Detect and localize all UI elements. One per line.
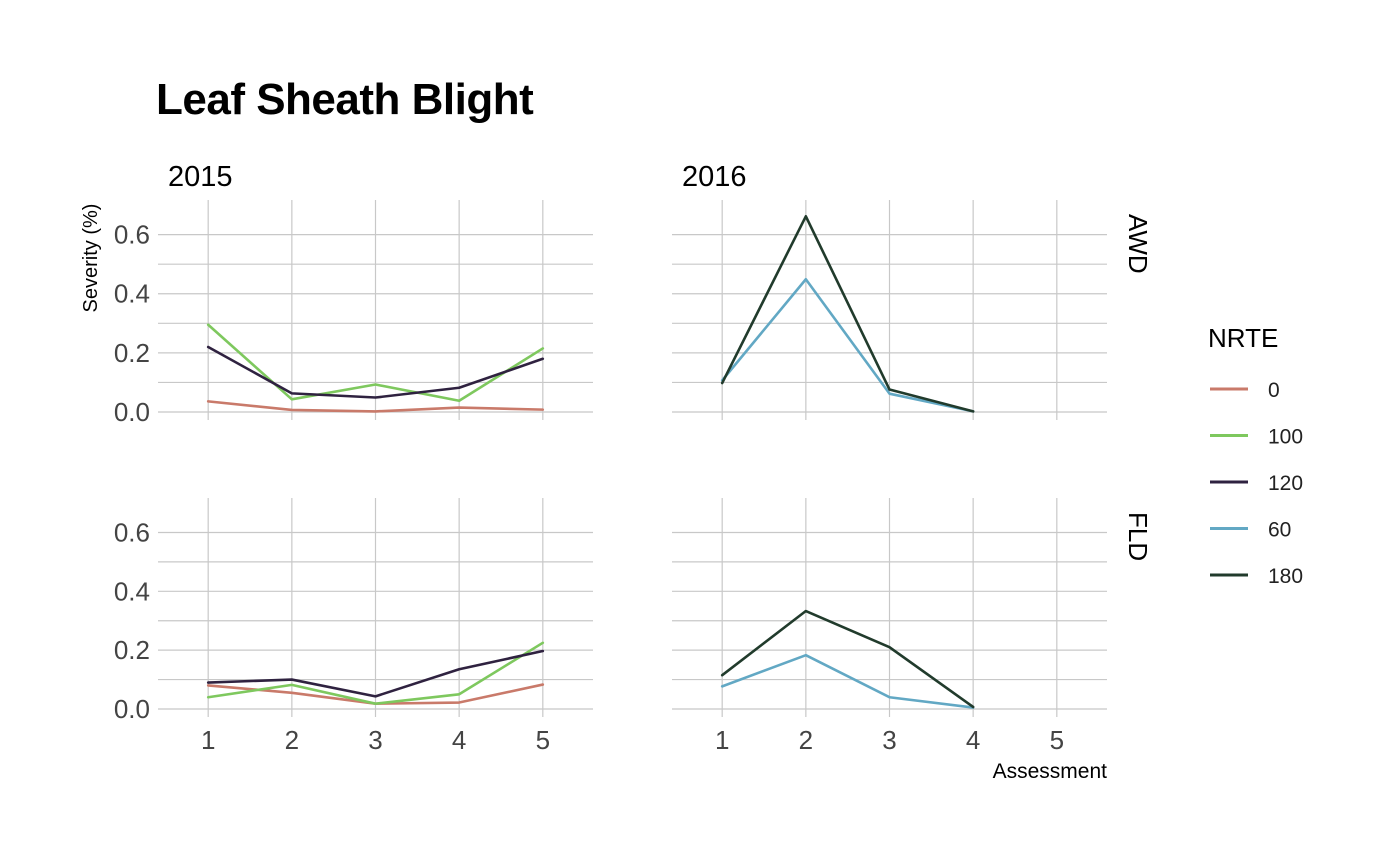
legend-item-0: 0 [1210,379,1280,402]
legend-title: NRTE [1208,323,1278,353]
legend-label: 60 [1268,519,1291,542]
facet-column-label: 2015 [168,161,233,193]
facet-column-label: 2016 [682,161,747,193]
legend-item-120: 120 [1210,472,1303,495]
legend: NRTE 0 100 120 60 180 [1208,323,1303,588]
x-tick-label: 5 [536,725,550,755]
facet-row-label: FLD [1123,512,1153,561]
series-line-120 [206,649,545,698]
x-tick-label: 3 [368,725,382,755]
x-axis-title: Assessment [993,760,1108,783]
y-tick-label: 0.2 [114,338,150,368]
legend-item-180: 180 [1210,565,1303,588]
x-tick-label: 5 [1050,725,1064,755]
legend-label: 0 [1268,379,1280,402]
x-tick-label: 2 [285,725,299,755]
x-tick-label: 4 [452,725,466,755]
facet-2016-fld: 1 2 3 4 5 FLD [672,498,1153,755]
series-line-100 [206,641,545,706]
y-tick-label: 0.2 [114,635,150,665]
x-tick-label: 2 [799,725,813,755]
y-tick-label: 0.0 [114,397,150,427]
x-tick-label: 1 [715,725,729,755]
y-tick-label: 0.4 [114,279,150,309]
legend-label: 100 [1268,426,1303,449]
series-line-60 [720,277,975,413]
legend-item-100: 100 [1210,426,1303,449]
legend-label: 180 [1268,565,1303,588]
facet-2015-fld: 0.0 0.2 0.4 0.6 1 2 3 4 5 [114,498,593,755]
y-tick-label: 0.0 [114,694,150,724]
series-line-0 [206,400,545,413]
y-tick-label: 0.6 [114,220,150,250]
chart-title: Leaf Sheath Blight [156,75,534,124]
y-tick-label: 0.4 [114,576,150,606]
series-line-180 [720,214,975,413]
x-tick-label: 1 [201,725,215,755]
series-line-180 [720,609,975,709]
facet-panels: 0.0 0.2 0.4 0.6 2015 2016 AWD 0.0 0.2 0.4 0.6 1 2 3 4 5… [114,161,1153,755]
y-axis-title: Severity (%) [80,204,102,313]
x-tick-label: 3 [882,725,896,755]
facet-2016-awd: 2016 AWD [672,161,1153,420]
series-line-120 [206,345,545,399]
series-line-100 [206,323,545,403]
facet-row-label: AWD [1123,214,1153,274]
legend-item-60: 60 [1210,519,1291,542]
facet-2015-awd: 0.0 0.2 0.4 0.6 2015 [114,161,593,427]
y-tick-label: 0.6 [114,517,150,547]
series-line-60 [720,653,975,709]
legend-label: 120 [1268,472,1303,495]
x-tick-label: 4 [966,725,980,755]
